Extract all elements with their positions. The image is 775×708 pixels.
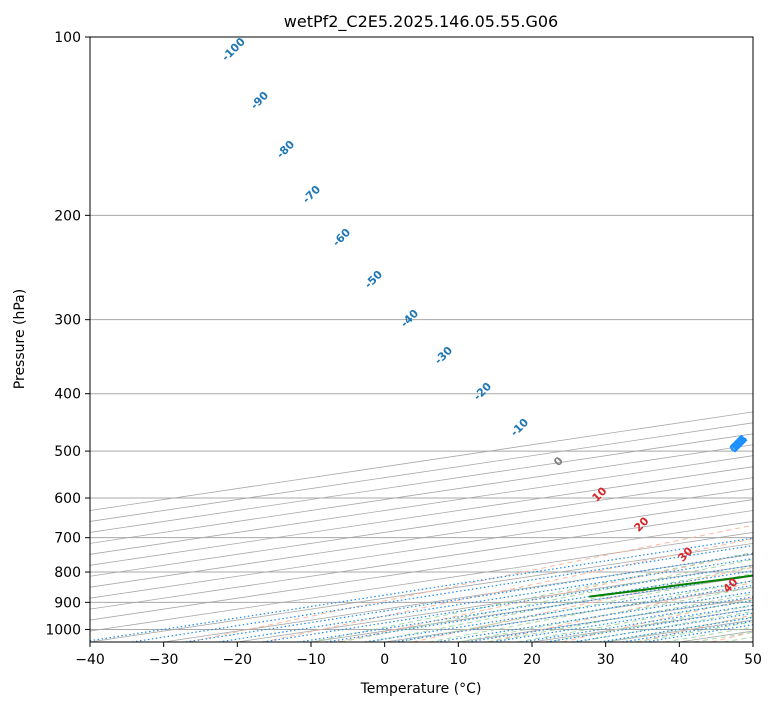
isotherm-line (90, 532, 753, 632)
chart-title: wetPf2_C2E5.2025.146.05.55.G06 (284, 12, 558, 32)
moist-adiabat-line (369, 565, 753, 642)
x-tick-label: 40 (670, 652, 688, 668)
x-tick-label: −30 (149, 652, 179, 668)
moist-adiabat-line (428, 580, 753, 642)
temperature-profile (765, 37, 775, 597)
y-tick-label: 900 (54, 595, 81, 611)
x-tick-label: 30 (597, 652, 615, 668)
y-tick-label: 100 (54, 30, 81, 46)
y-axis: 100 200 300 400 500 600 700 800 900 1000 (45, 30, 90, 638)
dry-adiabat-line (263, 538, 753, 642)
isotherm-line (90, 488, 753, 588)
mixing-ratio-line (299, 570, 753, 642)
y-tick-label: 1000 (45, 622, 81, 638)
y-tick-label: 300 (54, 313, 81, 329)
y-tick-label: 600 (54, 491, 81, 507)
plot-background (90, 37, 753, 642)
isotherm-line (90, 455, 753, 555)
y-tick-label: 700 (54, 531, 81, 547)
x-tick-label: 50 (744, 652, 762, 668)
isotherm-line (90, 510, 753, 610)
plot-area: 0.10.20.40.611.52346810131620253036-100-… (89, 35, 775, 643)
x-tick-label: 20 (523, 652, 541, 668)
plot-frame (89, 36, 754, 643)
isotherm-line (752, 641, 753, 642)
mixing-ratio-line (325, 574, 753, 642)
x-tick-label: −10 (296, 652, 326, 668)
x-tick-label: −40 (75, 652, 105, 668)
grid-layer (90, 37, 753, 642)
y-tick-label: 800 (54, 565, 81, 581)
x-axis-label: Temperature (°C) (360, 681, 482, 697)
x-tick-label: 0 (380, 652, 389, 668)
dry-adiabat-line (188, 524, 753, 642)
y-tick-label: 500 (54, 444, 81, 460)
x-tick-label: −20 (223, 652, 253, 668)
isotherm-line (90, 521, 753, 621)
mixing-ratio-line (365, 580, 753, 642)
x-tick-label: 10 (449, 652, 467, 668)
mixing-ratio-line (394, 584, 753, 642)
isotherm-line (90, 444, 753, 544)
isotherm-line (90, 466, 753, 566)
moist-adiabat-line (487, 593, 753, 642)
isotherm-line (90, 477, 753, 577)
y-axis-label: Pressure (hPa) (12, 289, 28, 389)
y-tick-label: 400 (54, 387, 81, 403)
x-axis: −40 −30 −20 −10 0 10 20 30 40 50 (75, 642, 762, 668)
isotherm-line (90, 499, 753, 599)
y-tick-label: 200 (54, 208, 81, 224)
